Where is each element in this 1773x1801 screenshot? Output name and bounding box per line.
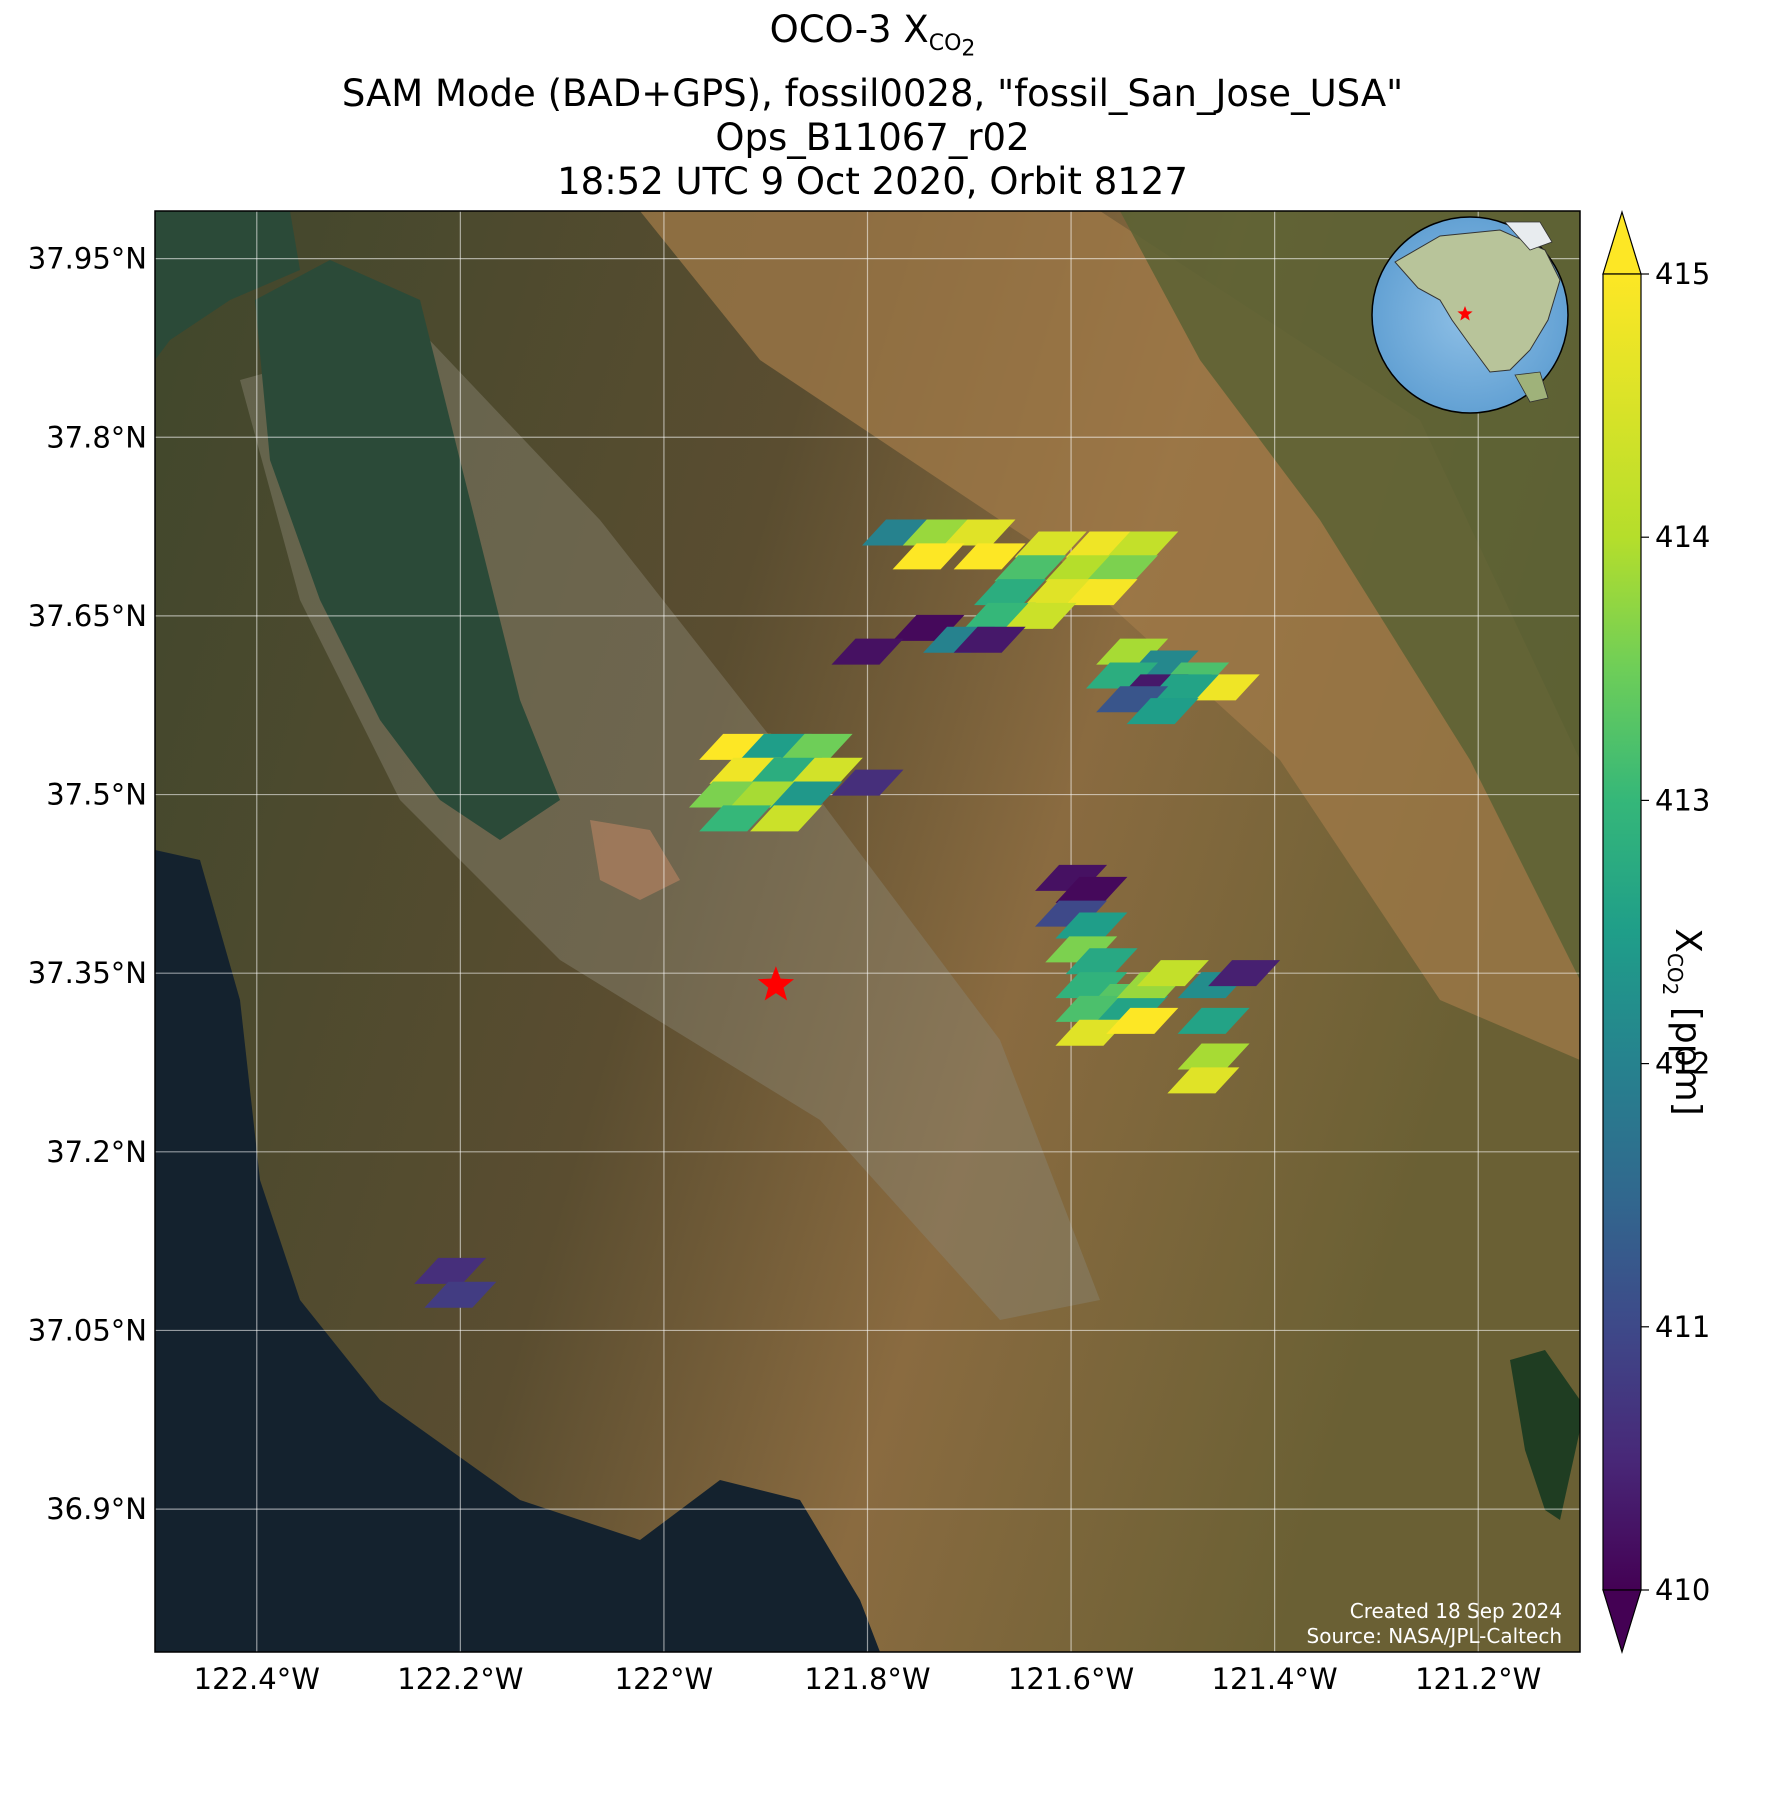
figure-title: OCO-3 XCO2 SAM Mode (BAD+GPS), fossil002… [0,8,1745,204]
xco2-sounding [994,555,1067,582]
greenland [1504,221,1553,251]
xco2-sounding [1004,602,1077,629]
salt-ponds [590,820,680,900]
lat-tick-label: 36.9°N [46,1492,147,1526]
colorbar-tick-label: 415 [1655,257,1710,291]
title-line-2: SAM Mode (BAD+GPS), fossil0028, "fossil_… [341,71,1404,115]
title-line-1: OCO-3 XCO2 [769,8,976,62]
lon-tick-label: 121.4°W [1212,1662,1338,1696]
north-america-landmass [1394,229,1561,373]
inset-globe [1371,216,1569,414]
xco2-sounding [1055,1019,1128,1046]
colorbar-tick-label: 410 [1655,1573,1710,1607]
lon-tick-label: 121.8°W [804,1662,930,1696]
north-bay-water [155,211,300,360]
south-bay-water [255,260,560,840]
xco2-sounding [953,543,1026,570]
xco2-sounding [1208,960,1281,987]
xco2-sounding [1014,531,1087,558]
lat-tick-label: 37.5°N [46,778,147,812]
xco2-sounding [1065,948,1138,975]
colorbar-tick-label: 413 [1655,783,1710,817]
xco2-sounding [1106,531,1179,558]
colorbar-extend-top [1602,209,1642,275]
colorbar-tick-label: 412 [1655,1047,1710,1081]
xco2-sounding [1147,674,1220,701]
south-america-tip [1514,371,1549,403]
lat-tick-label: 37.05°N [28,1313,147,1347]
xco2-sounding [1136,960,1209,987]
xco2-sounding [1177,1043,1250,1070]
xco2-sounding [750,805,823,832]
lon-tick-label: 122°W [615,1662,714,1696]
colorbar-tick-label: 414 [1655,520,1710,554]
lon-tick-label: 121.6°W [1008,1662,1134,1696]
xco2-sounding [790,757,863,784]
colorbar: 410 411 412 413 414 415 [1602,209,1710,1655]
credit-created: Created 18 Sep 2024 [1350,1599,1562,1623]
title-line-4: 18:52 UTC 9 Oct 2020, Orbit 8127 [557,159,1188,203]
xco2-sounding [1167,1067,1240,1094]
xco2-sounding [1055,876,1128,903]
longitude-labels: 122.4°W 122.2°W 122°W 121.8°W 121.6°W 121.4°W… [194,1662,1542,1696]
colorbar-gradient [1602,273,1642,1591]
lat-tick-label: 37.65°N [28,599,147,633]
xco2-sounding [414,1257,487,1284]
gridlines [155,211,1580,1652]
lat-tick-label: 37.2°N [46,1135,147,1169]
lat-tick-label: 37.95°N [28,242,147,276]
lon-tick-label: 122.4°W [194,1662,320,1696]
title-line-3: Ops_B11067_r02 [715,115,1030,159]
colorbar-tick-label: 411 [1655,1310,1710,1344]
colorbar-label: XCO2 [ppm] [1657,928,1708,1116]
xco2-sounding [1085,555,1158,582]
lon-tick-label: 121.2°W [1415,1662,1541,1696]
xco2-sounding [424,1281,497,1308]
xco2-soundings [414,519,1281,1308]
xco2-sounding [831,769,904,796]
xco2-sounding [974,579,1046,606]
xco2-sounding [1055,912,1128,939]
xco2-sounding [831,638,904,665]
xco2-sounding [943,519,1016,546]
xco2-sounding [892,543,965,570]
xco2-sounding [1177,1007,1250,1034]
lon-tick-label: 122.2°W [397,1662,523,1696]
target-star-icon [757,966,794,1001]
colorbar-extend-bottom [1602,1589,1642,1655]
xco2-sounding [770,781,843,808]
lat-tick-label: 37.8°N [46,420,147,454]
latitude-labels: 37.95°N 37.8°N 37.65°N 37.5°N 37.35°N 37.2°N 3… [28,242,147,1526]
xco2-sounding [953,626,1026,653]
map-frame [154,210,1581,1653]
xco2-sounding [1106,1007,1179,1034]
xco2-sounding [1065,579,1138,606]
xco2-sounding [699,805,772,832]
inset-star-icon [1457,306,1473,321]
pacific-ocean [155,850,880,1652]
xco2-sounding [780,733,853,760]
credit-source: Source: NASA/JPL-Caltech [1307,1624,1562,1648]
reservoir [1510,1350,1580,1520]
lat-tick-label: 37.35°N [28,956,147,990]
xco2-sounding [1126,698,1199,725]
